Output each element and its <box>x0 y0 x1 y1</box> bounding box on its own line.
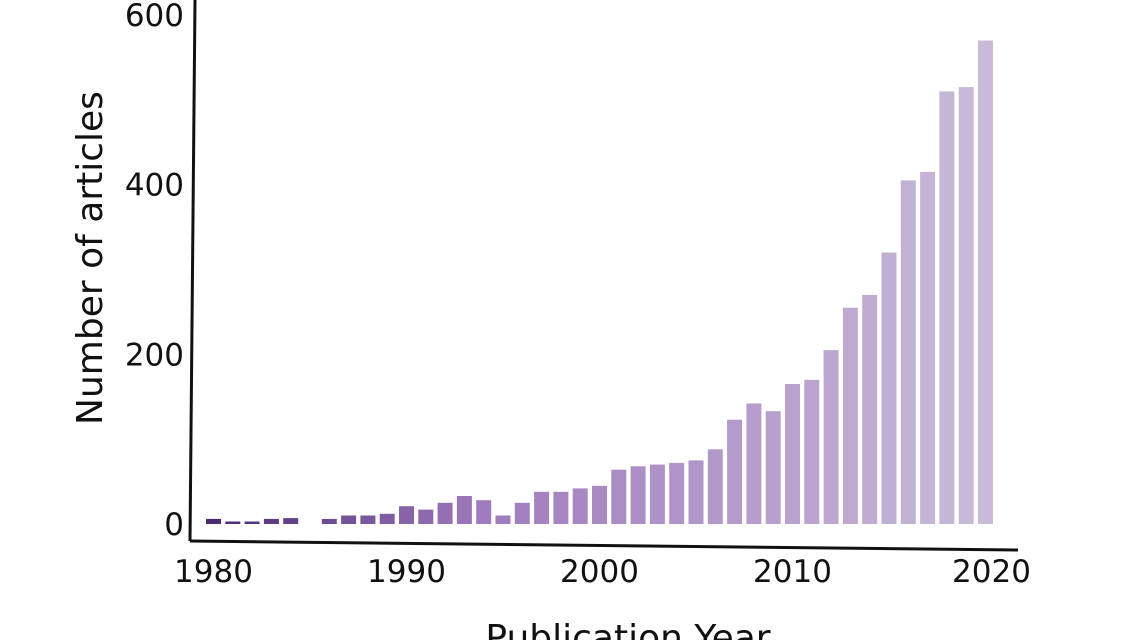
bar-1983 <box>263 518 279 524</box>
bar-2014 <box>862 294 878 524</box>
x-tick-label-1990: 1990 <box>367 554 446 590</box>
bar-2016 <box>900 180 916 524</box>
bar-1982 <box>244 521 260 524</box>
bar-2006 <box>707 449 723 524</box>
bars-group <box>206 40 993 525</box>
x-tick-label-2020: 2020 <box>952 554 1031 590</box>
y-tick-label-0: 0 <box>164 507 184 543</box>
bar-2005 <box>688 460 704 524</box>
x-tick-label-2000: 2000 <box>560 554 639 590</box>
y-ticks-group: 0 200 400 600 <box>125 0 184 543</box>
bar-2019 <box>958 87 974 524</box>
bar-2011 <box>804 379 820 524</box>
bar-1980 <box>206 518 221 524</box>
bar-2008 <box>746 403 762 524</box>
bar-1997 <box>534 491 550 524</box>
bar-1998 <box>553 491 569 524</box>
x-tick-label-1980: 1980 <box>174 554 253 590</box>
bar-2007 <box>727 419 743 524</box>
bar-1996 <box>514 502 530 524</box>
bar-2000 <box>592 485 607 524</box>
bar-2001 <box>611 469 627 524</box>
bar-2010 <box>785 384 800 524</box>
y-tick-label-400: 400 <box>125 168 184 204</box>
bar-2009 <box>765 411 781 524</box>
bar-1999 <box>572 488 588 524</box>
bar-2017 <box>920 171 936 524</box>
bar-2002 <box>630 466 646 524</box>
bar-1989 <box>379 513 395 524</box>
bar-1994 <box>476 500 492 524</box>
bar-2013 <box>842 307 858 524</box>
bar-1984 <box>283 518 299 524</box>
bar-1987 <box>341 515 357 524</box>
bar-2018 <box>939 91 955 525</box>
bar-1992 <box>437 502 453 524</box>
bar-2004 <box>669 462 685 524</box>
bar-1995 <box>495 515 511 524</box>
bar-2015 <box>881 252 897 524</box>
bar-1990 <box>399 506 414 524</box>
bar-2003 <box>649 464 665 524</box>
bar-2012 <box>823 350 839 524</box>
x-axis-title: Publication Year <box>485 618 770 640</box>
y-tick-label-600: 600 <box>125 0 184 34</box>
bar-1981 <box>225 521 241 524</box>
y-axis-title: Number of articles <box>70 91 111 425</box>
bar-2020 <box>978 40 993 524</box>
x-ticks-group: 1980 1990 2000 2010 2020 <box>174 554 1031 590</box>
y-axis-line <box>188 0 197 542</box>
bar-1993 <box>456 496 472 524</box>
bar-1991 <box>418 509 434 524</box>
bar-1986 <box>321 518 337 524</box>
x-tick-label-2010: 2010 <box>753 554 832 590</box>
y-tick-label-200: 200 <box>125 337 184 373</box>
bar-1988 <box>360 515 376 524</box>
x-axis-line <box>189 539 1019 552</box>
